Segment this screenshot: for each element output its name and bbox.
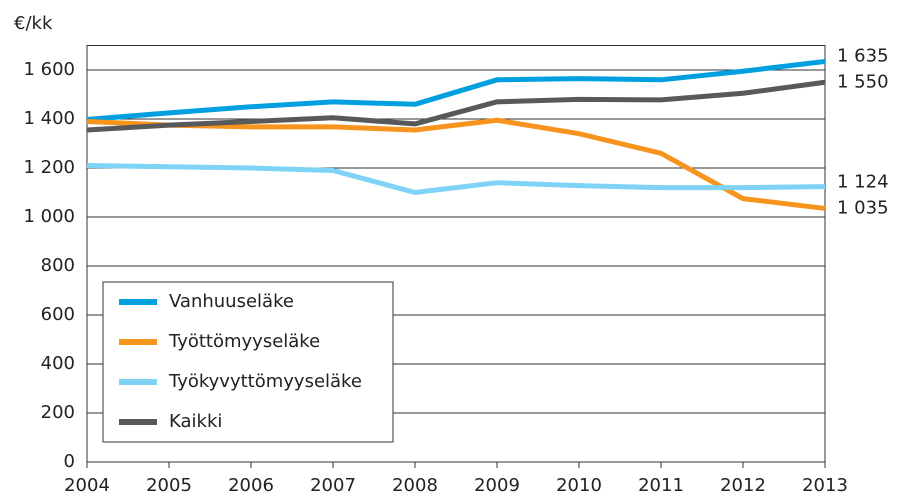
y-tick-label: 1 000 xyxy=(23,206,75,227)
value-label: 1 124 xyxy=(837,171,889,192)
y-tick-label: 600 xyxy=(41,304,75,325)
y-axis-label: €/kk xyxy=(14,13,53,34)
value-label: 1 550 xyxy=(837,71,889,92)
x-tick-label: 2008 xyxy=(392,475,438,496)
value-label: 1 035 xyxy=(837,197,889,218)
series-line xyxy=(86,58,826,122)
y-tick-label: 1 400 xyxy=(23,108,75,129)
x-tick-label: 2013 xyxy=(802,475,848,496)
y-tick-label: 400 xyxy=(41,353,75,374)
y-tick-label: 200 xyxy=(41,402,75,423)
series-line xyxy=(86,79,826,133)
y-tick-label: 800 xyxy=(41,255,75,276)
series-line xyxy=(86,163,826,195)
x-tick-label: 2007 xyxy=(310,475,356,496)
x-tick-label: 2010 xyxy=(556,475,602,496)
x-tick-label: 2006 xyxy=(228,475,274,496)
x-tick-label: 2011 xyxy=(638,475,684,496)
x-tick-label: 2005 xyxy=(146,475,192,496)
legend-label: Kaikki xyxy=(169,411,222,432)
value-label: 1 635 xyxy=(837,45,889,66)
x-tick-label: 2004 xyxy=(64,475,110,496)
y-tick-label: 0 xyxy=(64,451,75,472)
x-tick-label: 2012 xyxy=(720,475,766,496)
legend-label: Työttömyyseläke xyxy=(168,331,320,352)
plot-frame xyxy=(86,45,826,463)
legend-box xyxy=(102,281,394,443)
y-tick-label: 1 200 xyxy=(23,157,75,178)
legend-label: Työkyvyttömyyseläke xyxy=(168,371,362,392)
legend-label: Vanhuuseläke xyxy=(169,291,294,312)
y-tick-label: 1 600 xyxy=(23,59,75,80)
x-tick-label: 2009 xyxy=(474,475,520,496)
series-line xyxy=(86,117,826,211)
